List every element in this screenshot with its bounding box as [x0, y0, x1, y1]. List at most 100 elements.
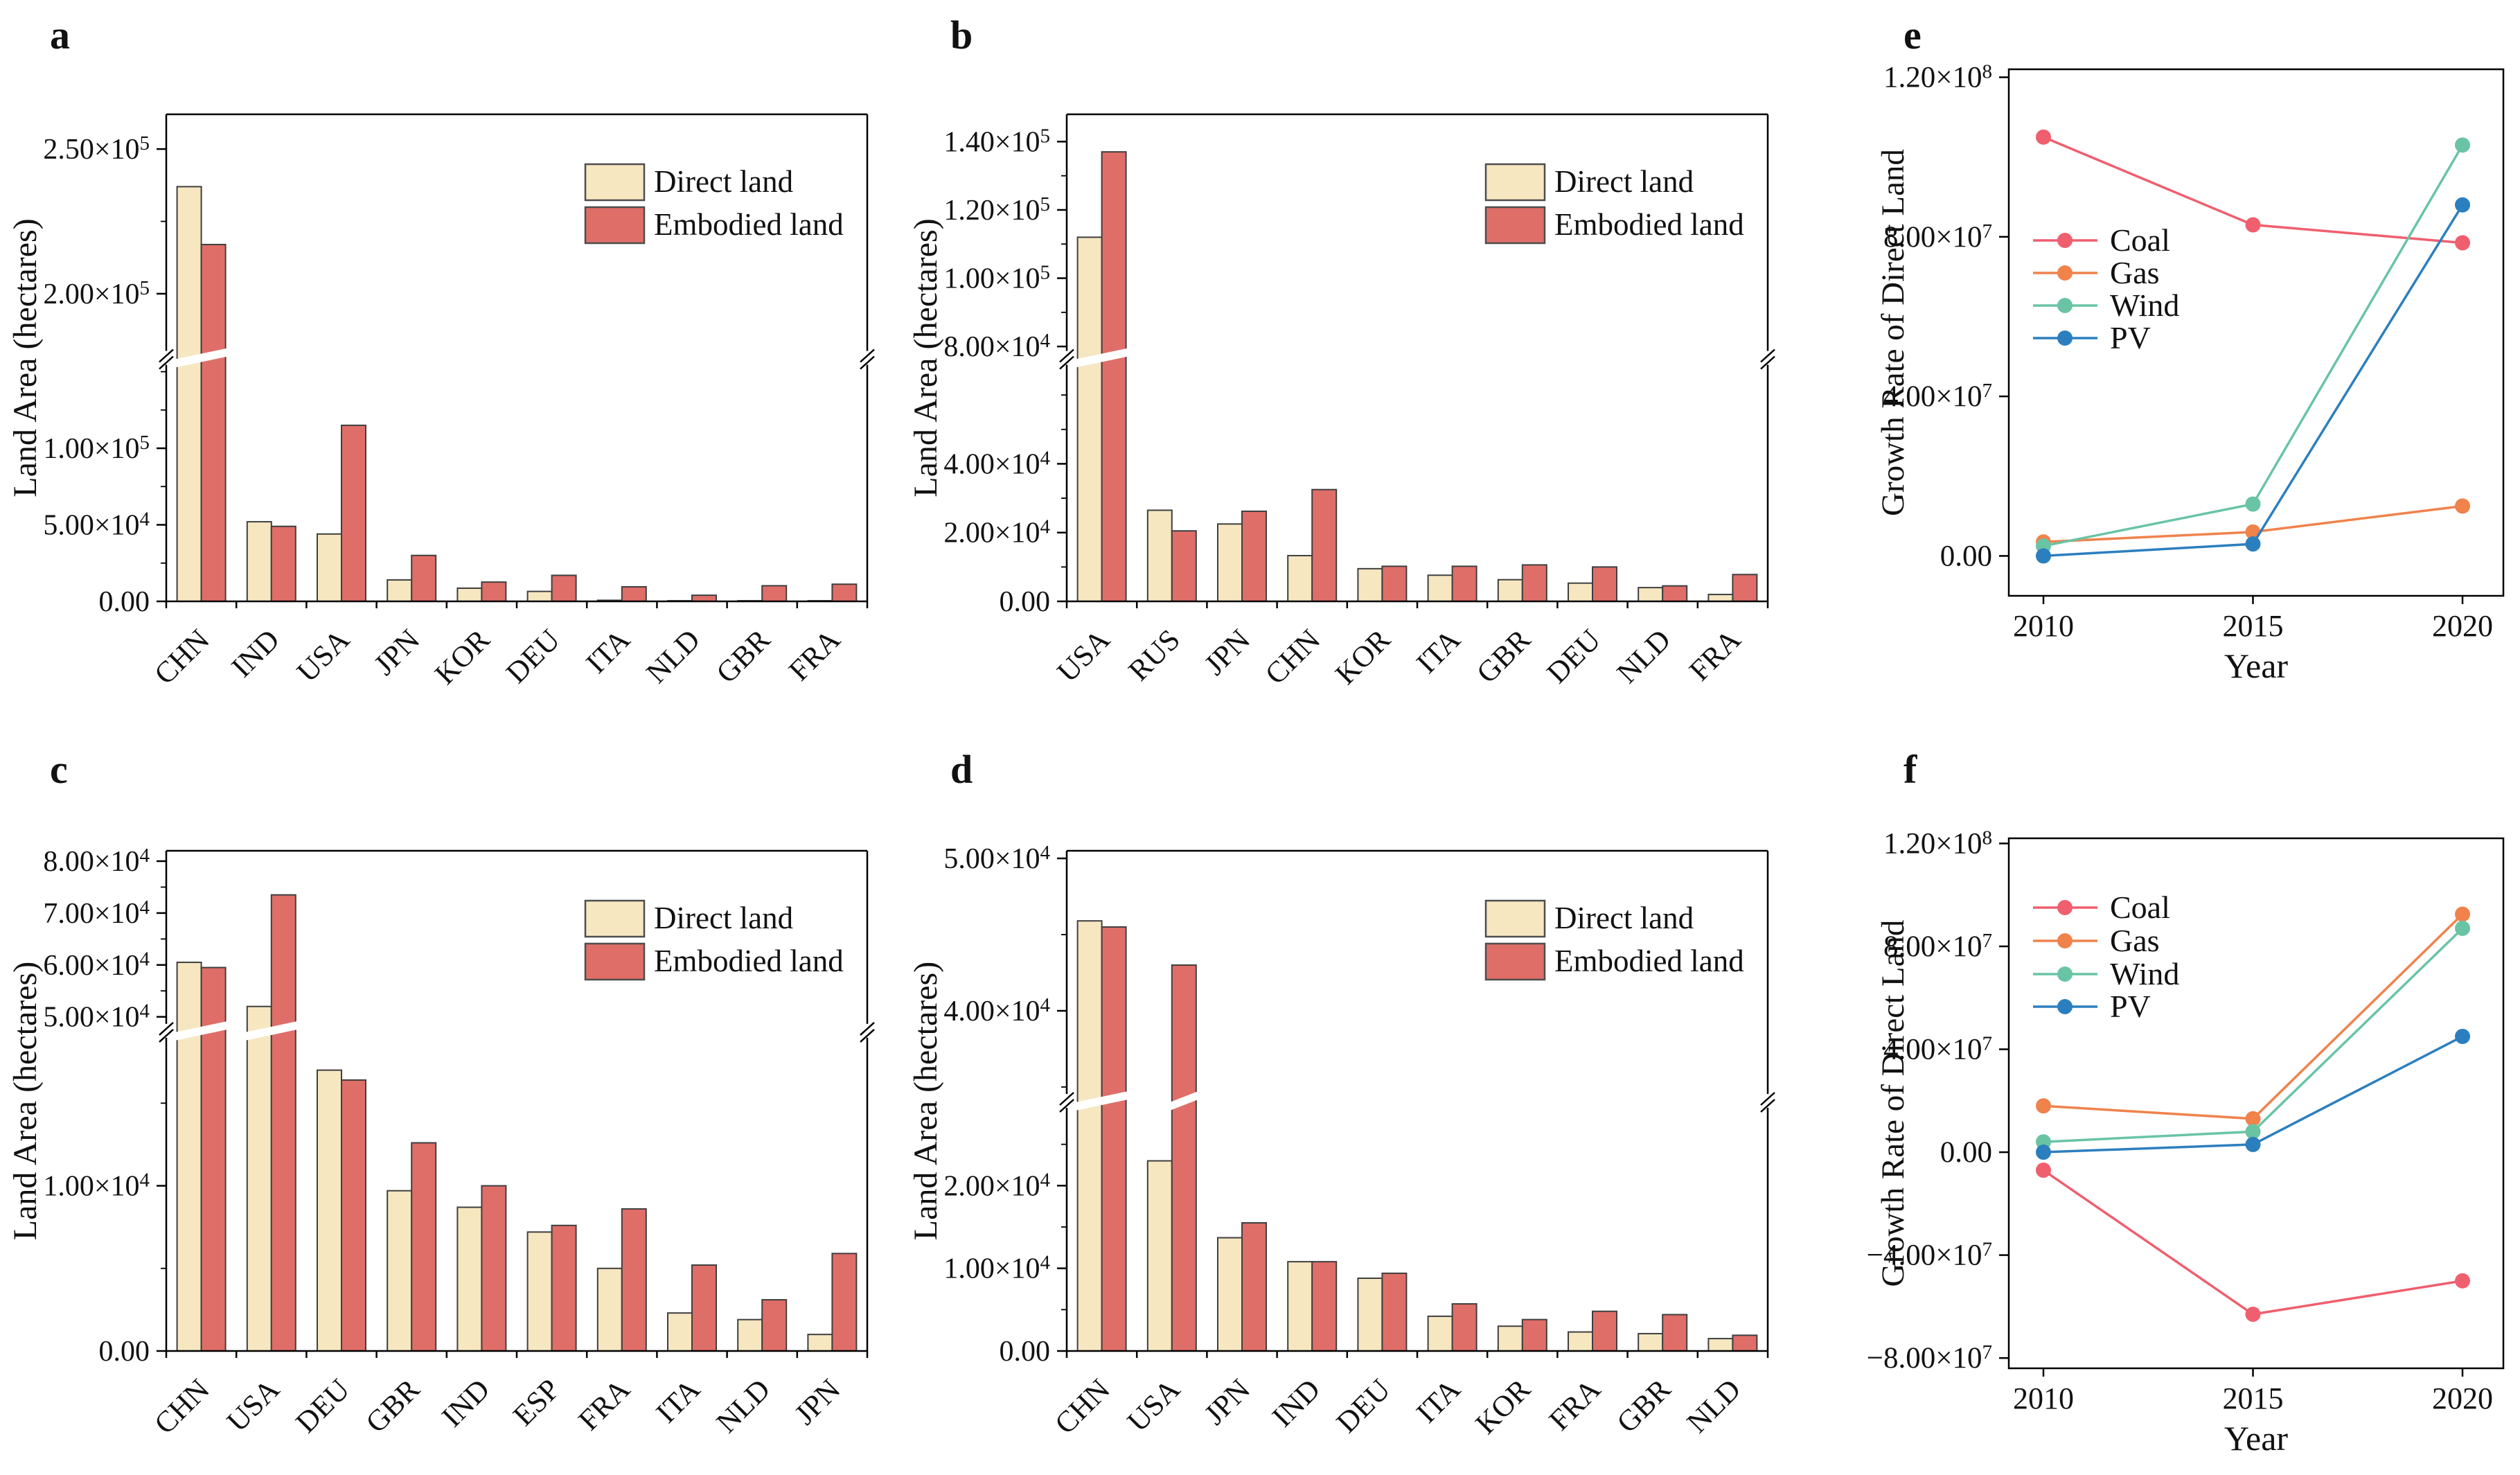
x-tick-label-DEU: DEU [290, 1373, 356, 1440]
y-tick-label: 1.40×105 [943, 125, 1050, 158]
series-coal [2036, 1163, 2470, 1323]
y-tick-label: 5.00×104 [943, 842, 1050, 875]
x-tick-label-FRA: FRA [1683, 624, 1747, 687]
x-tick-label-GBR: GBR [711, 624, 777, 690]
x-tick-label-2015: 2015 [2223, 1381, 2284, 1415]
bar-embodied-ITA [1451, 565, 1478, 603]
y-axis: 0.00 2.00×104 4.00×104 8.00×104 1.00×105 1.20… [943, 125, 1067, 618]
legend-label: Embodied land [1554, 944, 1744, 978]
legend-label: Embodied land [1554, 207, 1744, 242]
x-tick-label-IND: IND [1266, 1373, 1326, 1433]
x-tick-label-JPN: JPN [1198, 624, 1257, 682]
bar-direct-ESP [526, 1231, 553, 1352]
bar-embodied-NLD [1732, 1334, 1758, 1352]
x-tick-label-ITA: ITA [1410, 1373, 1466, 1429]
bar-direct-KOR [1497, 1325, 1523, 1352]
bar-direct-CHN [1076, 920, 1103, 1352]
y-axis: 0.00 1.00×104 2.00×104 4.00×104 5.00×104 [943, 842, 1067, 1368]
x-tick-label-USA: USA [291, 624, 356, 689]
x-tick-label-CHN: CHN [1259, 624, 1326, 691]
series-coal [2036, 129, 2470, 251]
x-tick-label-CHN: CHN [148, 1373, 215, 1440]
legend-marker-coal [2057, 900, 2073, 915]
legend-label: Embodied land [654, 207, 844, 242]
point-gas-2010 [2036, 1098, 2051, 1114]
axes-frame [165, 849, 869, 1352]
bar-embodied-JPN [1241, 510, 1267, 602]
legend: Direct land Embodied land [1484, 163, 1744, 245]
legend-marker-wind [2057, 298, 2073, 313]
bar-embodied-FRA [831, 583, 858, 602]
point-coal-2010 [2036, 129, 2051, 145]
bar-direct-DEU [1568, 582, 1593, 602]
bars [1075, 151, 1758, 603]
panel-c-chart: 0.00 1.00×104 5.00×104 6.00×104 7.00×104 8.00… [7, 845, 875, 1440]
legend-swatch-direct [584, 163, 646, 202]
y-axis: 0.00 5.00×104 1.00×105 2.00×105 2.50×105 [43, 132, 166, 618]
x-tick-label-FRA: FRA [572, 1373, 636, 1437]
point-pv-2015 [2245, 1136, 2261, 1152]
y-tick-label: 8.00×104 [943, 330, 1050, 363]
y-tick-label: 0.00 [99, 586, 150, 618]
bar-embodied-FRA [1732, 574, 1758, 602]
legend-label: Direct land [1554, 164, 1694, 199]
panel-b: b 0.00 2.00×104 4.00×104 8.00×104 1.00×105 1.… [900, 0, 1801, 734]
bar-embodied-GBR [1521, 564, 1547, 602]
y-axis: −8.00×107 −4.00×107 0.00 4.00×107 8.00×107 1.… [1867, 827, 2009, 1375]
axis-break-mark [860, 348, 875, 370]
x-tick-label-KOR: KOR [429, 624, 497, 691]
point-pv-2010 [2036, 548, 2051, 564]
axes-frame [2007, 68, 2505, 597]
axis-break-mark [1760, 1092, 1775, 1113]
legend-swatch-embodied [1484, 942, 1546, 981]
axes-frame [2007, 837, 2505, 1370]
y-tick-label: 6.00×104 [43, 948, 150, 982]
legend-label: Gas [2110, 923, 2160, 958]
y-tick-label: 1.00×105 [943, 261, 1050, 294]
legend-label: Gas [2110, 255, 2160, 290]
legend-marker-pv [2057, 330, 2073, 346]
x-tick-label-CHN: CHN [1049, 1373, 1116, 1440]
axis-break-mark [159, 348, 174, 370]
point-pv-2015 [2245, 536, 2261, 552]
point-wind-2020 [2455, 920, 2470, 936]
x-tick-label-IND: IND [226, 624, 286, 684]
bar-direct-USA [317, 533, 342, 602]
panel-f: f −8.00×107 −4.00×107 0.00 4.00×107 8.00×107… [1801, 734, 2520, 1475]
series-wind [2036, 137, 2470, 554]
bar-direct-KOR [1357, 567, 1383, 602]
bar-direct-NLD [737, 1318, 763, 1352]
y-tick-label: 4.00×104 [943, 994, 1050, 1027]
bar-embodied-KOR [481, 581, 507, 603]
x-tick-label-NLD: NLD [711, 1373, 777, 1440]
panel-a-letter: a [50, 12, 70, 58]
bar-embodied-JPN [1241, 1222, 1267, 1352]
bar-direct-FRA [1568, 1331, 1593, 1352]
bar-embodied-KOR [1381, 565, 1408, 603]
point-gas-2015 [2245, 1111, 2261, 1127]
y-tick-label: 1.20×105 [943, 193, 1050, 227]
legend-swatch-embodied [1484, 206, 1546, 245]
bar-direct-CHN [176, 962, 202, 1352]
legend-swatch-direct [1484, 899, 1546, 938]
bar-direct-CHN [176, 186, 202, 603]
legend-swatch-embodied [584, 942, 646, 981]
bar-embodied-CHN [1311, 488, 1338, 603]
panel-e-letter: e [1904, 12, 1922, 58]
bar-direct-ITA [1427, 1315, 1453, 1352]
line-chart-root: 0.00 4.00×107 8.00×107 1.20×108 2010 2015 2020… [1875, 60, 2505, 685]
panel-a: a 0.00 5.00×104 1.00×105 2.00×105 2.50×105 CH… [0, 0, 900, 734]
legend-label: Coal [2110, 890, 2170, 925]
point-coal-2015 [2245, 1307, 2261, 1323]
legend-label: Embodied land [654, 944, 844, 978]
y-axis-title: Land Area (hectares) [7, 218, 44, 497]
axis-break-cut [1169, 1091, 1198, 1111]
bar-direct-JPN [1217, 1237, 1243, 1352]
bar-direct-IND [246, 521, 272, 603]
x-tick-label-GBR: GBR [1611, 1373, 1678, 1440]
y-tick-label: 8.00×107 [1883, 930, 1992, 963]
bar-direct-USA [1146, 1160, 1173, 1352]
x-tick-label-GBR: GBR [1471, 624, 1537, 690]
